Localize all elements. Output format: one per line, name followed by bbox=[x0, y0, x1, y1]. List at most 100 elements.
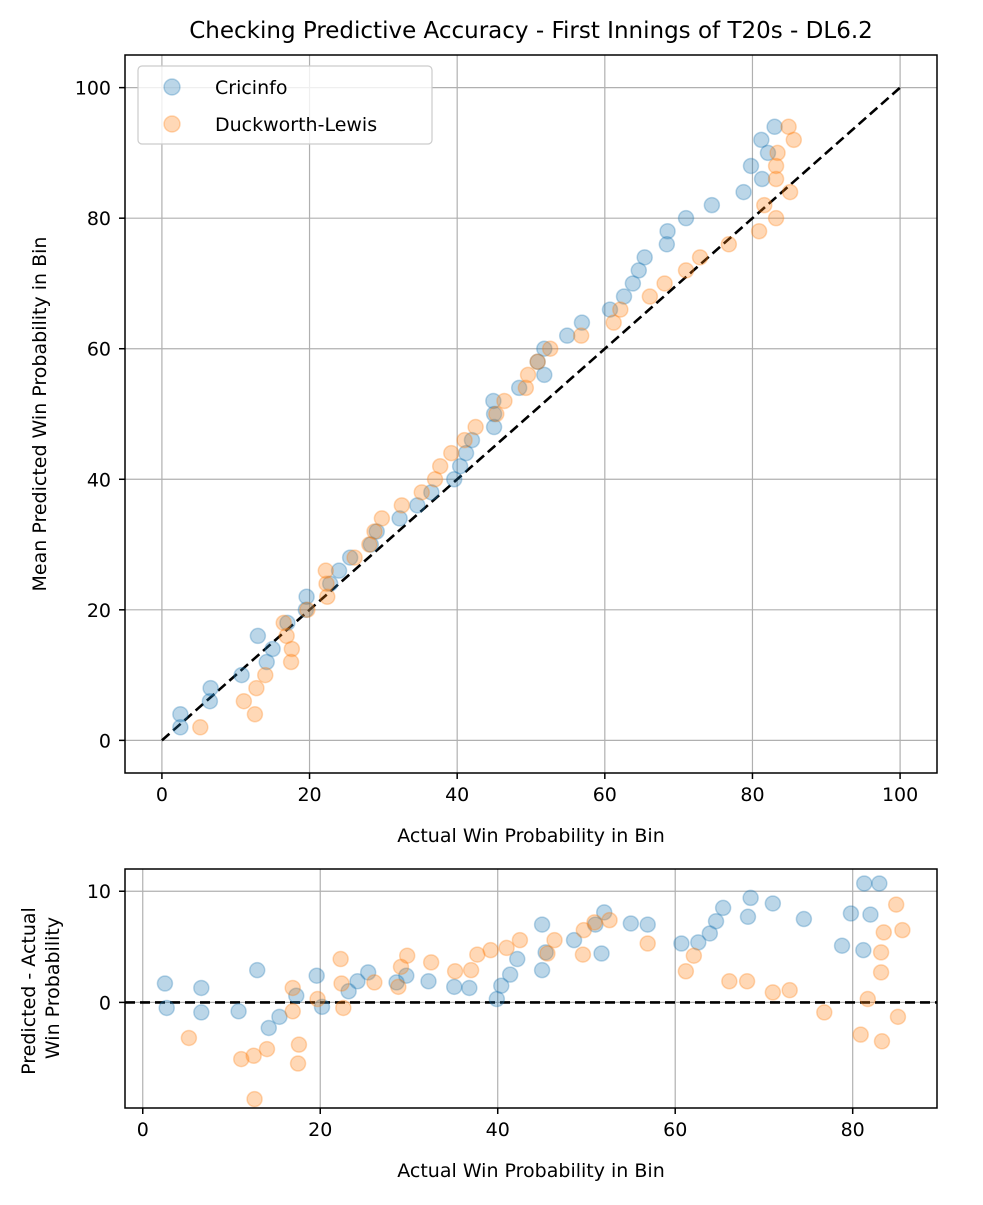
point-duckworth-lewis bbox=[575, 921, 593, 939]
point-cricinfo bbox=[833, 937, 851, 954]
point-duckworth-lewis bbox=[677, 262, 695, 279]
point-cricinfo bbox=[690, 934, 707, 951]
point-duckworth-lewis bbox=[738, 973, 756, 990]
point-duckworth-lewis bbox=[781, 981, 798, 999]
x-axis-label: Actual Win Probability in Bin bbox=[397, 825, 664, 847]
point-cricinfo bbox=[341, 549, 359, 566]
x-tick-label: 80 bbox=[740, 784, 764, 806]
point-duckworth-lewis bbox=[498, 939, 515, 957]
point-cricinfo bbox=[565, 931, 583, 949]
point-cricinfo bbox=[871, 875, 888, 892]
point-cricinfo bbox=[388, 974, 405, 991]
point-duckworth-lewis bbox=[335, 999, 352, 1017]
point-duckworth-lewis bbox=[574, 946, 592, 963]
y-axis-label-line-1: Predicted - Actual bbox=[18, 907, 40, 1075]
point-cricinfo bbox=[764, 895, 782, 912]
point-cricinfo bbox=[201, 692, 219, 710]
point-cricinfo bbox=[593, 945, 610, 962]
point-cricinfo bbox=[529, 353, 546, 371]
point-duckworth-lewis bbox=[284, 979, 301, 997]
point-duckworth-lewis bbox=[431, 457, 449, 475]
point-duckworth-lewis bbox=[859, 990, 877, 1008]
point-cricinfo bbox=[398, 967, 415, 984]
point-duckworth-lewis bbox=[422, 954, 440, 971]
point-duckworth-lewis bbox=[373, 510, 391, 527]
x-tick-label: 60 bbox=[663, 1119, 687, 1141]
point-duckworth-lewis bbox=[873, 1033, 891, 1050]
point-cricinfo bbox=[677, 209, 695, 227]
point-duckworth-lewis bbox=[720, 236, 738, 253]
point-cricinfo bbox=[297, 601, 315, 619]
point-duckworth-lewis bbox=[488, 405, 505, 423]
point-duckworth-lewis bbox=[289, 1055, 307, 1072]
point-cricinfo bbox=[156, 975, 174, 992]
point-cricinfo bbox=[673, 935, 690, 952]
point-duckworth-lewis bbox=[309, 990, 326, 1008]
point-duckworth-lewis bbox=[764, 984, 782, 1001]
point-cricinfo bbox=[420, 973, 437, 990]
x-tick-label: 100 bbox=[882, 784, 918, 806]
point-cricinfo bbox=[260, 1019, 278, 1037]
series-duckworth-lewis bbox=[180, 896, 911, 1108]
point-cricinfo bbox=[485, 405, 503, 423]
point-duckworth-lewis bbox=[469, 946, 486, 963]
point-duckworth-lewis bbox=[541, 340, 559, 357]
point-duckworth-lewis bbox=[332, 950, 349, 968]
point-duckworth-lewis bbox=[539, 945, 556, 962]
point-cricinfo bbox=[330, 562, 348, 579]
point-duckworth-lewis bbox=[756, 196, 773, 214]
y-tick-label: 0 bbox=[99, 992, 111, 1014]
point-cricinfo bbox=[739, 908, 757, 926]
point-cricinfo bbox=[485, 418, 503, 436]
point-cricinfo bbox=[271, 1008, 288, 1026]
y-tick-label: 20 bbox=[87, 600, 111, 622]
x-tick-label: 40 bbox=[486, 1119, 510, 1141]
point-duckworth-lewis bbox=[192, 719, 209, 736]
point-cricinfo bbox=[795, 910, 813, 928]
point-duckworth-lewis bbox=[872, 964, 890, 981]
point-duckworth-lewis bbox=[887, 896, 905, 913]
point-cricinfo bbox=[855, 941, 872, 959]
point-duckworth-lewis bbox=[519, 366, 537, 384]
data-points bbox=[172, 118, 803, 736]
y-tick-label: 10 bbox=[87, 881, 111, 903]
series-cricinfo bbox=[156, 875, 888, 1037]
point-duckworth-lewis bbox=[875, 924, 893, 941]
point-cricinfo bbox=[759, 144, 777, 162]
point-cricinfo bbox=[624, 275, 642, 292]
point-duckworth-lewis bbox=[572, 327, 590, 344]
point-cricinfo bbox=[707, 912, 725, 930]
series-duckworth-lewis bbox=[192, 118, 803, 736]
y-axis-label: Predicted - Actual Win Probability bbox=[18, 901, 64, 1075]
point-duckworth-lewis bbox=[413, 484, 430, 501]
point-duckworth-lewis bbox=[390, 978, 407, 996]
point-duckworth-lewis bbox=[318, 575, 335, 592]
legend-label-cricinfo: Cricinfo bbox=[215, 77, 287, 99]
point-duckworth-lewis bbox=[721, 973, 738, 990]
point-duckworth-lewis bbox=[816, 1004, 833, 1021]
point-cricinfo bbox=[753, 131, 770, 149]
point-duckworth-lewis bbox=[462, 961, 480, 979]
point-cricinfo bbox=[423, 484, 440, 501]
point-duckworth-lewis bbox=[496, 392, 513, 410]
point-duckworth-lewis bbox=[511, 931, 529, 949]
point-cricinfo bbox=[264, 640, 281, 658]
point-duckworth-lewis bbox=[456, 431, 473, 449]
point-duckworth-lewis bbox=[467, 418, 484, 436]
point-duckworth-lewis bbox=[283, 640, 301, 658]
point-cricinfo bbox=[362, 536, 380, 553]
point-cricinfo bbox=[193, 1004, 210, 1021]
point-cricinfo bbox=[368, 523, 385, 540]
chart-title: Checking Predictive Accuracy - First Inn… bbox=[189, 18, 873, 44]
point-cricinfo bbox=[536, 366, 553, 384]
point-duckworth-lewis bbox=[781, 183, 799, 201]
point-duckworth-lewis bbox=[639, 935, 656, 952]
point-cricinfo bbox=[445, 471, 463, 488]
point-cricinfo bbox=[248, 961, 266, 979]
point-cricinfo bbox=[359, 964, 377, 981]
point-cricinfo bbox=[340, 983, 357, 1000]
point-duckworth-lewis bbox=[872, 944, 890, 961]
point-duckworth-lewis bbox=[180, 1029, 198, 1047]
legend-marker-cricinfo bbox=[163, 78, 181, 96]
